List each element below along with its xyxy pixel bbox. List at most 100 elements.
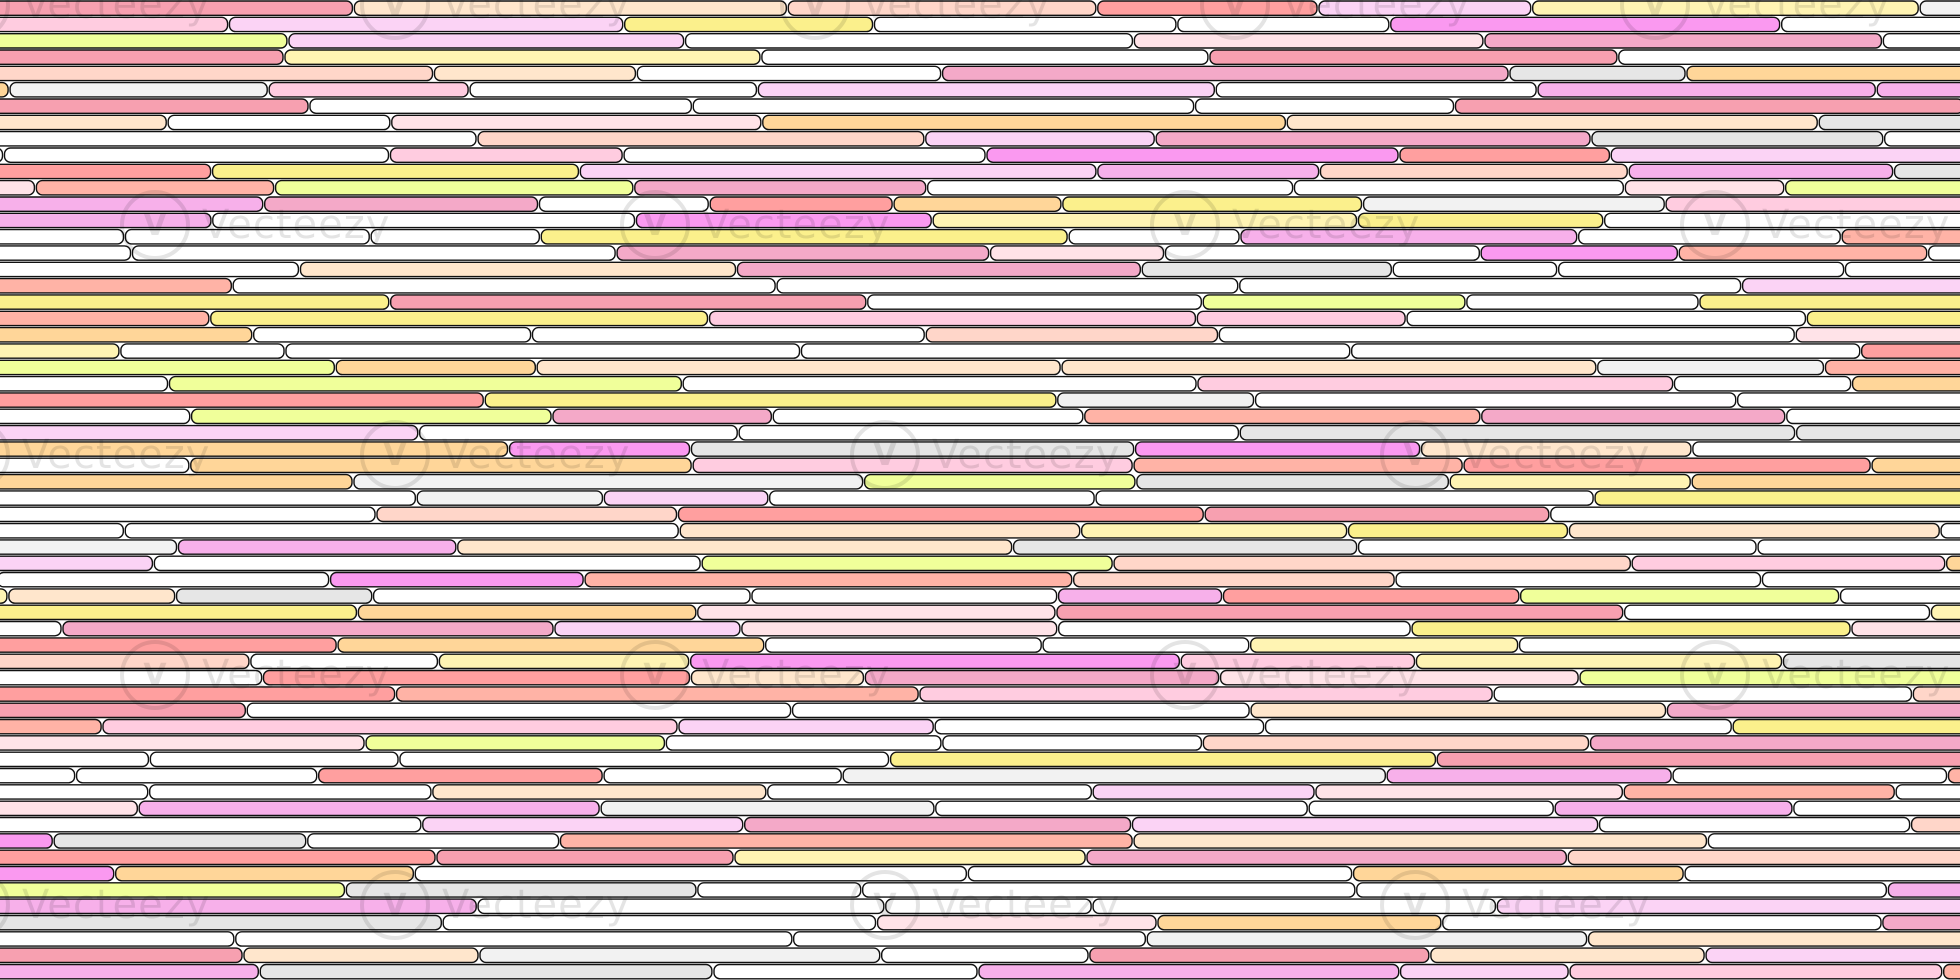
stripe-segment — [0, 294, 390, 310]
stripe-segment — [1133, 457, 1463, 474]
stripe-segment — [1919, 0, 1960, 16]
stripe-segment — [1095, 490, 1594, 506]
stripe-segment — [1463, 457, 1871, 474]
stripe-segment — [0, 637, 337, 653]
stripe-segment — [335, 359, 536, 376]
stripe-segment — [603, 490, 769, 506]
stripe-segment — [1406, 310, 1807, 327]
stripe-segment — [1357, 212, 1604, 229]
stripe-segment — [1707, 833, 1960, 849]
stripe-segment — [935, 800, 1308, 817]
stripe-segment — [1861, 343, 1960, 359]
stripe-segment — [1509, 65, 1686, 82]
stripe-segment — [1940, 522, 1960, 539]
stripe-segment — [0, 865, 115, 882]
stripe-segment — [1196, 310, 1406, 327]
stripe-segment — [1737, 392, 1960, 408]
stripe-segment — [1672, 767, 1948, 784]
stripe-segment — [1910, 816, 1960, 833]
stripe-segment — [1882, 914, 1960, 931]
stripe-segment — [1569, 963, 1943, 980]
stripe-segment — [634, 179, 927, 196]
stripe-segment — [288, 33, 685, 49]
stripe-segment — [1567, 849, 1960, 866]
stripe-segment — [772, 408, 1084, 425]
stripe-segment — [1250, 702, 1667, 719]
stripe-segment — [531, 326, 925, 343]
stripe-segment — [873, 16, 1177, 33]
stripe-segment — [540, 228, 1068, 245]
stripe-segment — [0, 620, 62, 637]
stripe-segment — [432, 784, 767, 800]
stripe-segment — [863, 473, 1136, 490]
stripe-segment — [1757, 539, 1960, 555]
stripe-segment — [0, 457, 190, 474]
stripe-segment — [1399, 147, 1611, 164]
stripe-segment — [1554, 800, 1793, 817]
stripe-segment — [1946, 555, 1960, 572]
stripe-segment — [1084, 408, 1481, 425]
stripe-segment — [925, 130, 1155, 147]
stripe-segment — [1665, 196, 1960, 212]
stripe-segment — [1080, 522, 1348, 539]
stripe-segment — [767, 784, 1092, 800]
stripe-segment — [0, 196, 264, 212]
stripe-segment — [75, 767, 318, 784]
stripe-segment — [1131, 816, 1599, 833]
stripe-segment — [479, 947, 881, 964]
stripe-segment — [793, 931, 1147, 947]
stripe-segment — [709, 196, 893, 213]
stripe-segment — [1113, 555, 1631, 572]
stripe-segment — [0, 375, 169, 392]
stripe-segment — [124, 228, 370, 245]
stripe-segment — [1194, 98, 1455, 115]
stripe-segment — [1557, 261, 1845, 278]
stripe-segment — [1264, 718, 1732, 735]
stripe-segment — [246, 702, 792, 719]
stripe-segment — [0, 326, 253, 343]
stripe-segment — [690, 441, 1135, 457]
stripe-segment — [1308, 800, 1554, 817]
stripe-segment — [744, 816, 1132, 833]
stripe-segment — [0, 506, 376, 523]
stripe-segment — [1390, 16, 1781, 33]
stripe-segment — [250, 653, 439, 670]
stripe-segment — [1893, 163, 1960, 180]
stripe-segment — [692, 98, 1195, 115]
stripe-segment — [925, 326, 1219, 343]
stripe-segment — [0, 148, 4, 163]
stripe-segment — [1796, 424, 1960, 441]
stripe-segment — [438, 653, 690, 670]
stripe-segment — [0, 16, 229, 33]
stripe-segment — [1068, 228, 1240, 245]
stripe-segment — [1157, 914, 1442, 931]
stripe-segment — [932, 212, 1358, 229]
stripe-segment — [1415, 653, 1783, 670]
stripe-segment — [1202, 294, 1466, 310]
stripe-segment — [889, 751, 1437, 768]
stripe-segment — [1352, 865, 1684, 882]
stripe-segment — [942, 735, 1203, 751]
stripe-segment — [1705, 947, 1960, 964]
stripe-segment — [399, 751, 890, 768]
stripe-segment — [757, 81, 1216, 98]
stripe-segment — [1057, 392, 1255, 408]
stripe-segment — [0, 65, 434, 82]
stripe-segment — [153, 555, 701, 572]
stripe-segment — [353, 0, 787, 17]
stripe-segment — [1240, 228, 1578, 245]
stripe-segment — [1180, 653, 1416, 670]
stripe-segment — [1568, 522, 1940, 539]
stripe-segment — [0, 261, 300, 278]
stripe-segment — [0, 212, 212, 229]
stripe-segment — [559, 833, 1133, 849]
stripe-segment — [1484, 33, 1883, 49]
stripe-segment — [1356, 882, 1888, 898]
stripe-segment — [893, 196, 1062, 213]
stripe-segment — [243, 947, 479, 964]
stripe-segment — [390, 294, 867, 310]
stripe-segment — [1684, 865, 1960, 882]
stripe-segment — [376, 506, 678, 523]
stripe-segment — [1218, 326, 1795, 343]
stripe-segment — [0, 833, 53, 849]
